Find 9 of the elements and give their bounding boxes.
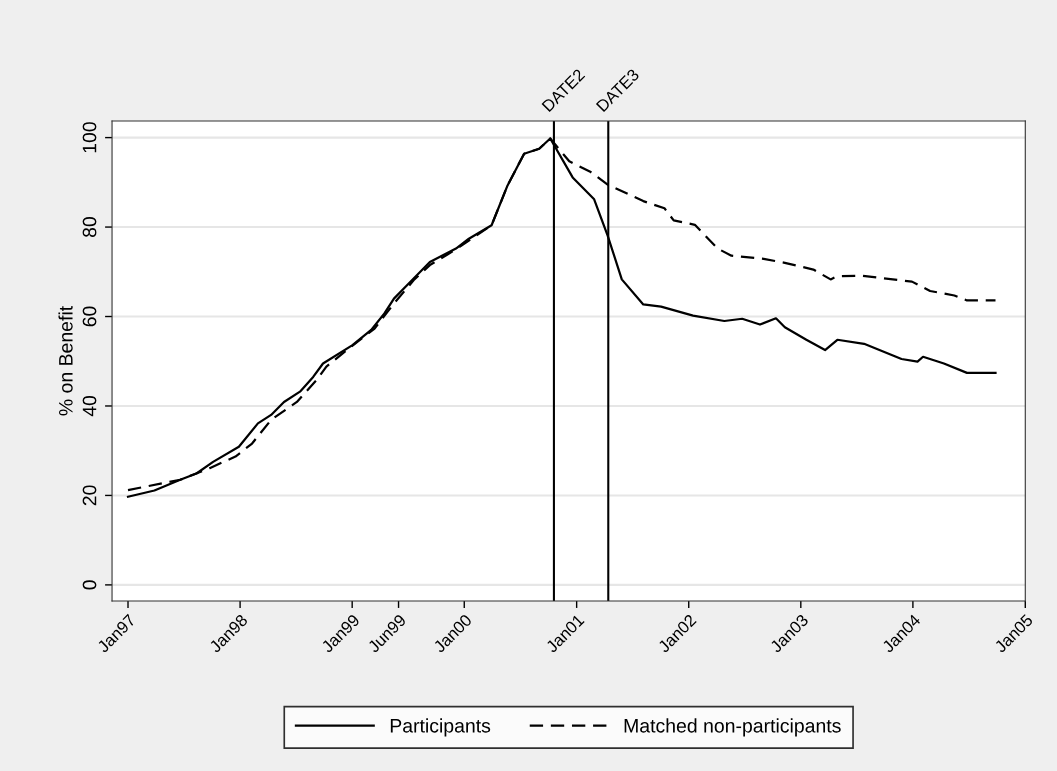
legend-label: Participants	[390, 718, 491, 737]
y-tick-label: 60	[82, 306, 97, 327]
y-tick-label: 100	[82, 122, 97, 153]
y-tick-label: 80	[82, 217, 97, 238]
y-tick-label: 20	[82, 485, 97, 506]
y-tick-label: 0	[82, 580, 97, 590]
y-axis-title: % on Benefit	[58, 306, 73, 416]
legend-label: Matched non-participants	[624, 718, 841, 737]
y-tick-label: 40	[82, 395, 97, 417]
